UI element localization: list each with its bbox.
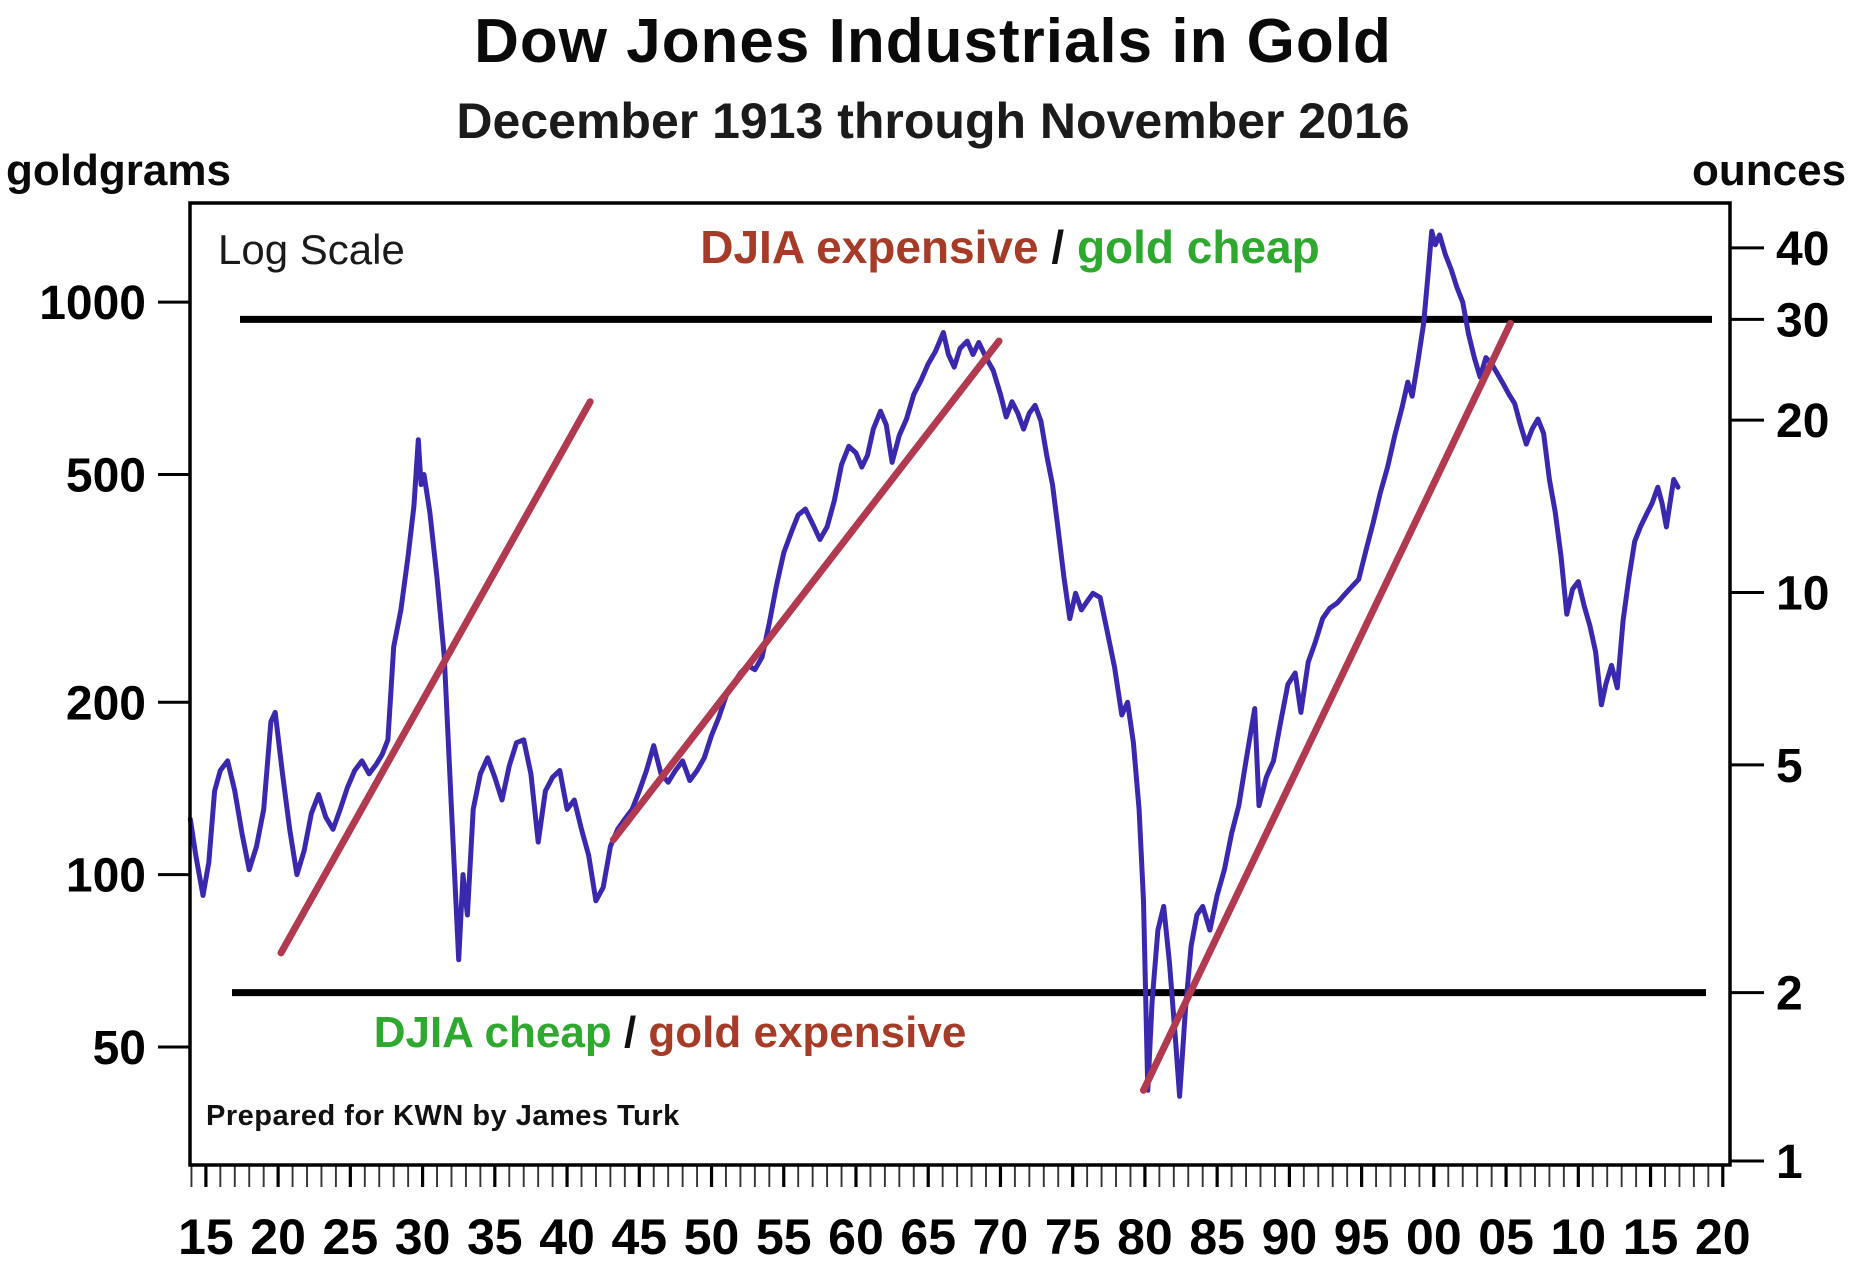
- band-label-part: gold expensive: [648, 1008, 967, 1057]
- band-label-part: DJIA cheap: [373, 1008, 612, 1057]
- right-axis-tick-label: 30: [1776, 294, 1829, 347]
- chart-subtitle: December 1913 through November 2016: [456, 93, 1410, 149]
- chart-title: Dow Jones Industrials in Gold: [474, 7, 1392, 76]
- trend-line: [1139, 319, 1514, 1094]
- x-tick-label: 85: [1189, 1209, 1245, 1265]
- right-axis-tick-label: 10: [1776, 567, 1829, 620]
- x-tick-label: 80: [1117, 1209, 1173, 1265]
- x-tick-label: 15: [1623, 1209, 1679, 1265]
- left-axis-unit-label: goldgrams: [6, 146, 231, 195]
- x-tick-label: 35: [467, 1209, 523, 1265]
- band-label-part: /: [1038, 221, 1077, 273]
- x-tick-label: 20: [1695, 1209, 1751, 1265]
- left-axis-tick-label: 200: [66, 677, 146, 730]
- right-axis-tick-label: 5: [1776, 740, 1803, 793]
- x-tick-label: 75: [1045, 1209, 1101, 1265]
- x-tick-label: 50: [684, 1209, 740, 1265]
- left-axis-tick-label: 500: [66, 449, 146, 502]
- x-tick-label: 25: [323, 1209, 379, 1265]
- left-axis-tick-label: 50: [93, 1022, 146, 1075]
- x-tick-label: 95: [1334, 1209, 1390, 1265]
- credit-note: Prepared for KWN by James Turk: [206, 1100, 680, 1132]
- band-label-part: /: [611, 1008, 649, 1057]
- x-tick-label: 70: [973, 1209, 1029, 1265]
- trend-line: [277, 398, 594, 957]
- right-axis-unit-label: ounces: [1692, 146, 1847, 195]
- x-tick-label: 45: [611, 1209, 667, 1265]
- x-tick-label: 00: [1406, 1209, 1462, 1265]
- x-tick-label: 20: [250, 1209, 306, 1265]
- right-axis-tick-label: 1: [1776, 1136, 1803, 1189]
- lower-band-label: DJIA cheap / gold expensive: [330, 1008, 1010, 1058]
- x-tick-label: 10: [1550, 1209, 1606, 1265]
- x-tick-label: 40: [539, 1209, 595, 1265]
- right-axis-tick-label: 20: [1776, 395, 1829, 448]
- plot-border: [188, 201, 1732, 1167]
- x-tick-label: 15: [178, 1209, 234, 1265]
- right-axis-tick-label: 2: [1776, 968, 1803, 1021]
- left-axis-tick-label: 100: [66, 850, 146, 903]
- left-axis-tick-label: 1000: [39, 277, 146, 330]
- x-tick-label: 30: [395, 1209, 451, 1265]
- x-tick-label: 55: [756, 1209, 812, 1265]
- trend-line: [609, 337, 1003, 844]
- band-label-part: gold cheap: [1076, 221, 1320, 273]
- upper-band-label: DJIA expensive / gold cheap: [560, 220, 1460, 274]
- x-tick-label: 05: [1478, 1209, 1534, 1265]
- x-tick-label: 60: [828, 1209, 884, 1265]
- x-tick-label: 65: [900, 1209, 956, 1265]
- band-label-part: DJIA expensive: [700, 221, 1039, 273]
- right-axis-tick-label: 40: [1776, 223, 1829, 276]
- djia-gold-series: [187, 228, 1681, 1099]
- log-scale-note: Log Scale: [218, 226, 405, 273]
- x-tick-label: 90: [1262, 1209, 1318, 1265]
